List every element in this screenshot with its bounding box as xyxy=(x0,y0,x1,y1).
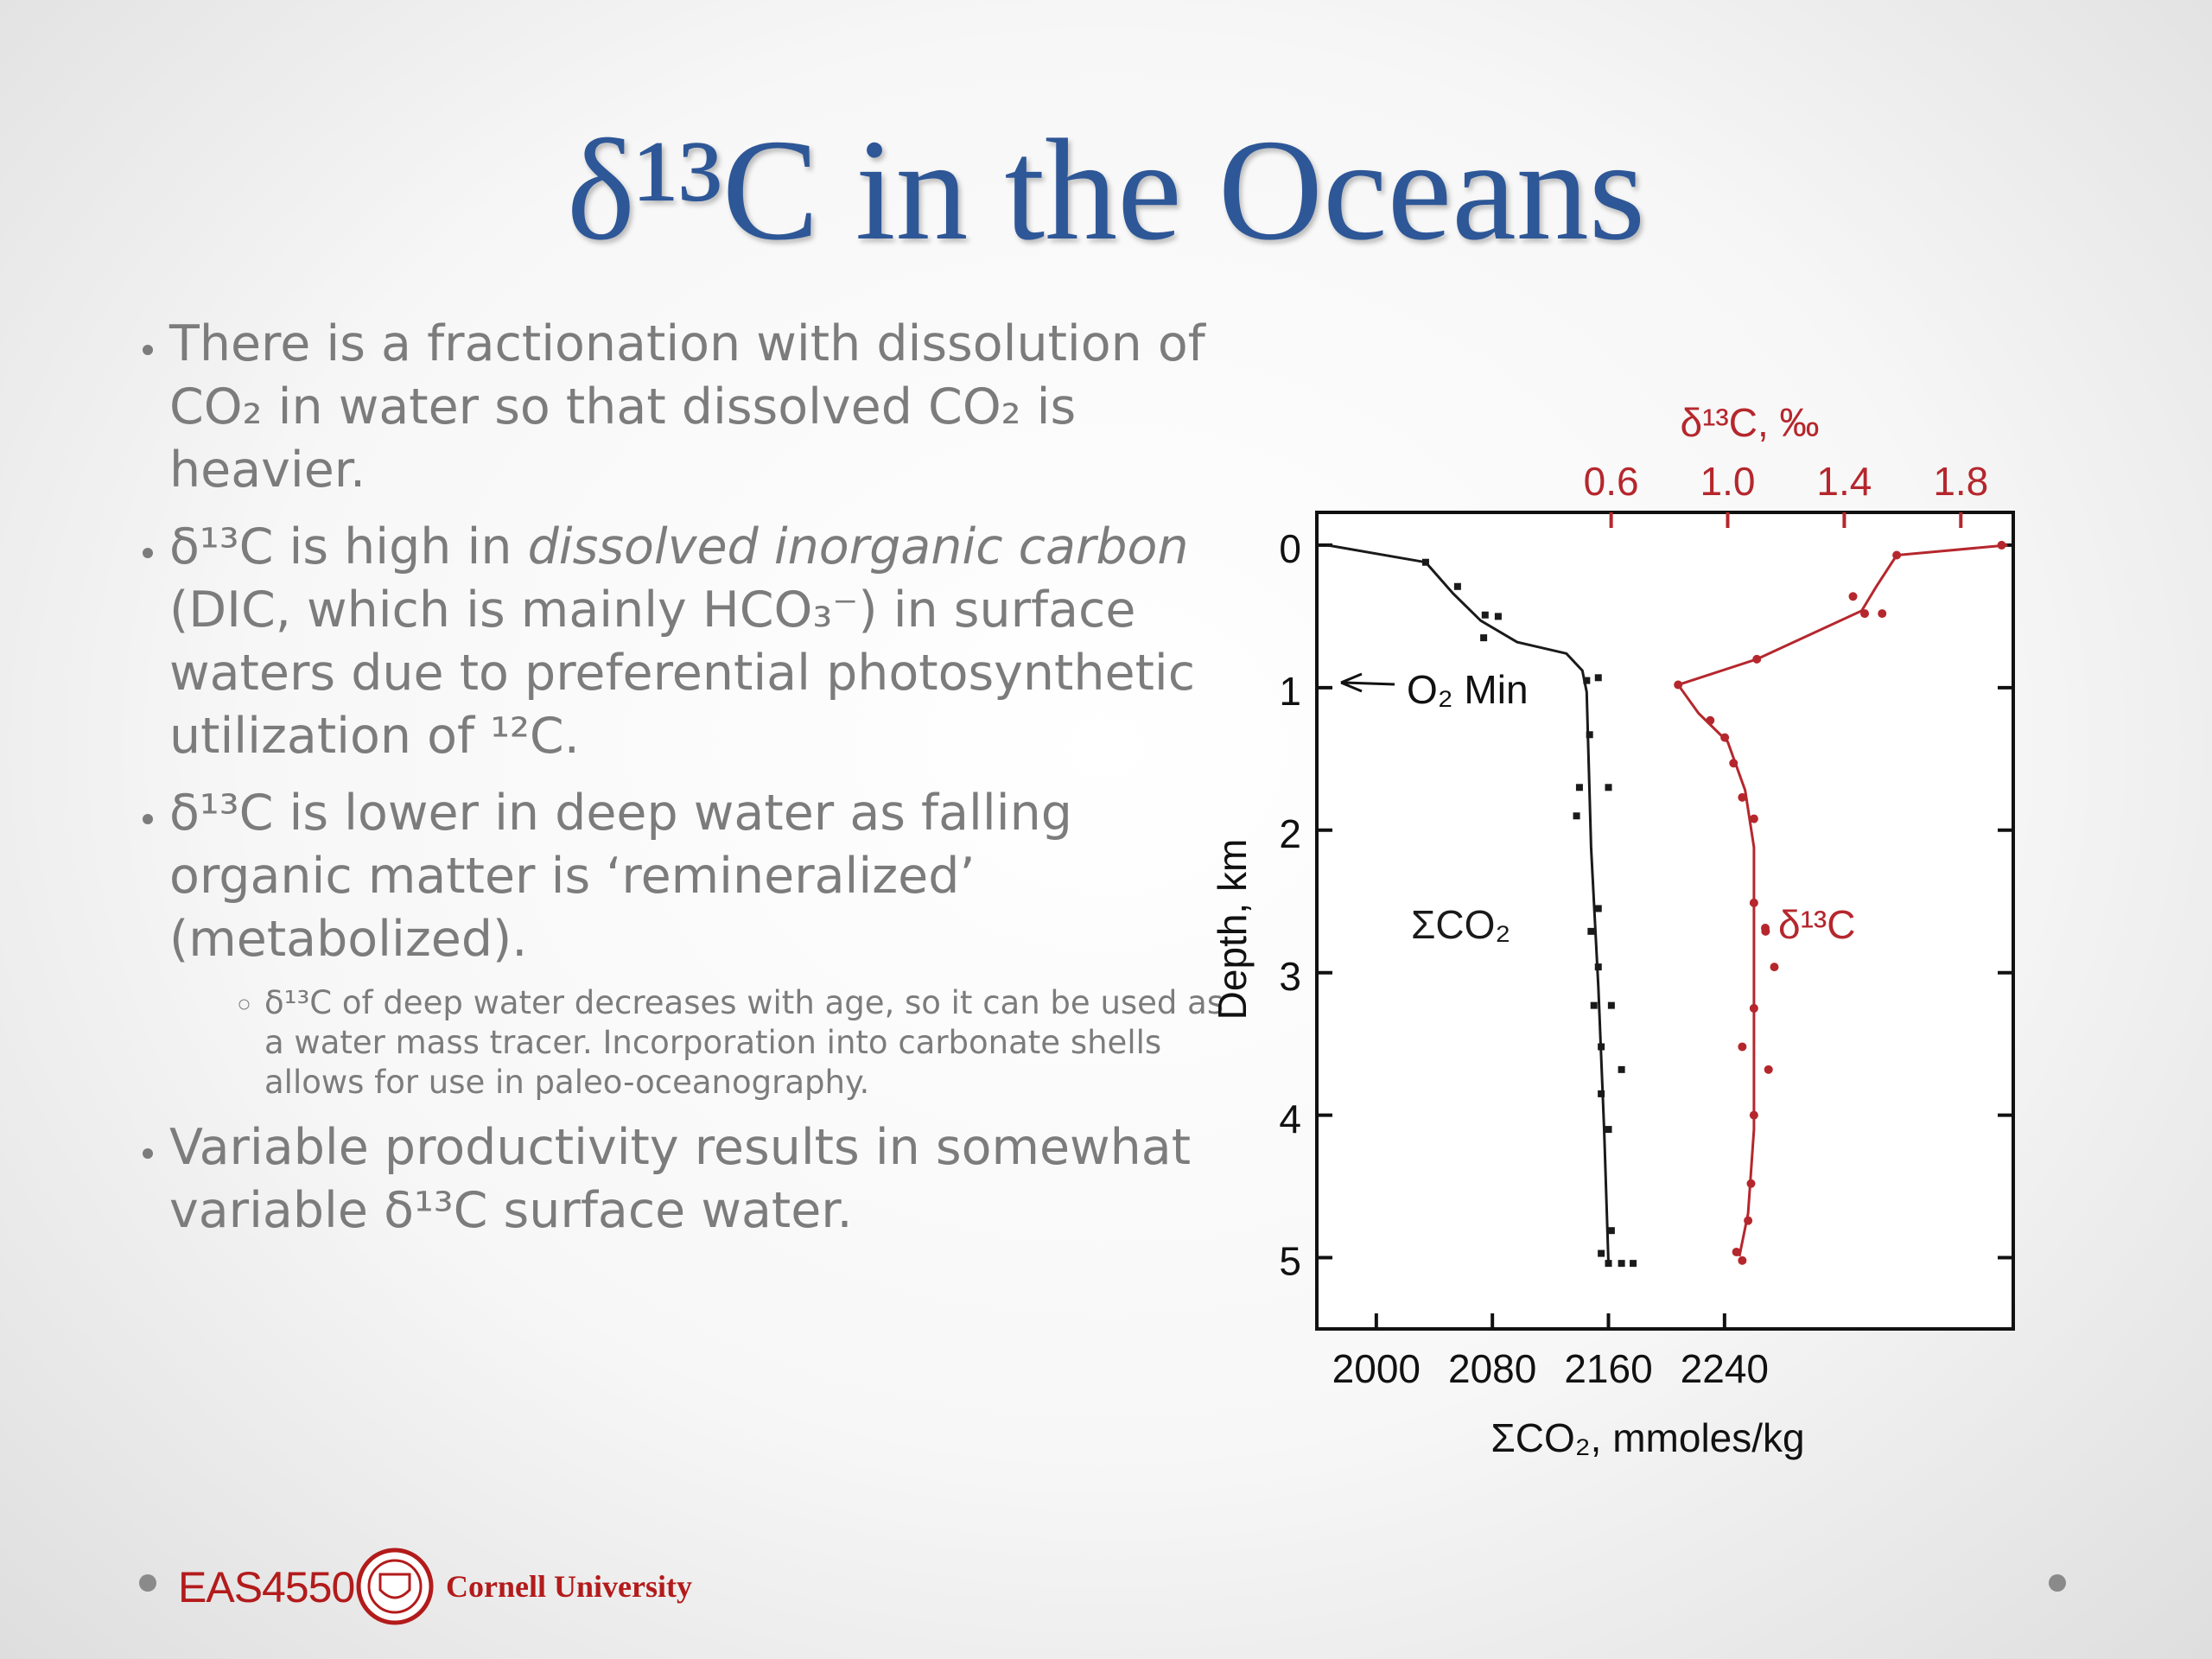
x-tick-label: 2160 xyxy=(1564,1346,1652,1391)
data-point xyxy=(1720,733,1730,742)
data-point xyxy=(1453,582,1461,590)
x2-tick-label: 1.8 xyxy=(1933,459,1988,504)
plot-frame xyxy=(1315,511,2015,1331)
bullet: There is a fractionation with dissolutio… xyxy=(169,313,1232,502)
label-dot xyxy=(1761,924,1770,932)
sub-bullet-list: δ¹³C of deep water decreases with age, s… xyxy=(169,983,1232,1103)
sub-bullet: δ¹³C of deep water decreases with age, s… xyxy=(264,983,1232,1103)
footer-university: Cornell University xyxy=(446,1569,692,1604)
data-point xyxy=(1605,1126,1612,1134)
data-point xyxy=(1729,759,1738,768)
data-point xyxy=(1618,1065,1625,1073)
slide-title: δ¹³C in the Oceans xyxy=(566,110,1646,270)
data-point xyxy=(1587,927,1595,935)
data-point xyxy=(1598,1090,1605,1097)
x2-tick-label: 0.6 xyxy=(1584,459,1639,504)
data-point xyxy=(1674,680,1683,690)
data-point xyxy=(1744,1216,1753,1225)
bullet: δ¹³C is lower in deep water as falling o… xyxy=(169,782,1232,1103)
data-point xyxy=(1573,812,1580,820)
footer-dot xyxy=(2049,1574,2066,1592)
data-point xyxy=(1752,654,1762,664)
bullet: Variable productivity results in somewha… xyxy=(169,1116,1232,1243)
y-tick-label: 0 xyxy=(1279,526,1301,571)
data-point xyxy=(1749,1110,1758,1120)
bullet: δ¹³C is high in dissolved inorganic carb… xyxy=(169,516,1232,768)
y-tick-label: 3 xyxy=(1279,954,1301,999)
data-point xyxy=(1738,792,1747,802)
data-point xyxy=(1860,609,1870,619)
data-point xyxy=(1607,1001,1615,1009)
data-point xyxy=(1605,1260,1612,1268)
data-point xyxy=(1586,731,1593,739)
data-point xyxy=(1997,540,2006,550)
data-point xyxy=(1630,1260,1637,1268)
x2-tick-label: 1.0 xyxy=(1700,459,1756,504)
bullet-text: Variable productivity results in somewha… xyxy=(169,1119,1192,1239)
data-point xyxy=(1892,550,1902,560)
bullet-text: δ¹³C is high in xyxy=(169,518,528,575)
data-point xyxy=(1848,592,1858,601)
x2-tick-label: 1.4 xyxy=(1816,459,1872,504)
data-point xyxy=(1738,1042,1747,1052)
footer-dot xyxy=(139,1574,156,1592)
data-point xyxy=(1598,1249,1605,1257)
series-label: δ¹³C xyxy=(1778,902,1855,947)
profile-line xyxy=(1326,543,1610,1264)
bullet-text: δ¹³C is lower in deep water as falling o… xyxy=(169,785,1072,968)
bullet-list: There is a fractionation with dissolutio… xyxy=(86,313,1232,1256)
profile-line xyxy=(1675,543,2008,1257)
data-point xyxy=(1594,674,1602,682)
data-point xyxy=(1480,634,1488,642)
data-point xyxy=(1878,609,1887,619)
bullet-text: dissolved inorganic carbon xyxy=(527,518,1189,575)
data-point xyxy=(1618,1260,1625,1268)
cornell-seal xyxy=(356,1548,434,1625)
data-point xyxy=(1749,1003,1758,1013)
x-axis-label: ΣCO₂, mmoles/kg xyxy=(1491,1415,1804,1460)
x-tick-label: 2240 xyxy=(1681,1346,1769,1391)
y-tick-label: 4 xyxy=(1279,1096,1301,1141)
y-tick-label: 5 xyxy=(1279,1239,1301,1284)
data-point xyxy=(1706,715,1715,725)
series-label: ΣCO₂ xyxy=(1411,902,1510,947)
x-tick-label: 2080 xyxy=(1448,1346,1536,1391)
data-point xyxy=(1738,1255,1747,1265)
y-tick-label: 1 xyxy=(1279,669,1301,714)
data-point xyxy=(1594,963,1602,971)
data-point xyxy=(1421,558,1429,566)
y-axis-label: Depth, km xyxy=(1210,839,1255,1020)
x-tick-label: 2000 xyxy=(1332,1346,1421,1391)
data-point xyxy=(1746,1179,1756,1188)
x2-axis-label: δ¹³C, ‰ xyxy=(1680,400,1819,445)
data-point xyxy=(1583,677,1591,684)
data-point xyxy=(1590,1001,1598,1009)
data-point xyxy=(1494,613,1502,620)
footer-course: EAS4550 xyxy=(178,1563,355,1611)
bullet-text: (DIC, which is mainly HCO₃⁻) in surface … xyxy=(169,582,1196,765)
annotation-arrow xyxy=(1344,681,1395,686)
data-point xyxy=(1575,784,1583,791)
data-point xyxy=(1598,1043,1605,1051)
bullet-text: There is a fractionation with dissolutio… xyxy=(169,315,1205,499)
data-point xyxy=(1594,905,1602,912)
data-point xyxy=(1749,814,1758,823)
data-point xyxy=(1732,1247,1741,1256)
data-point xyxy=(1770,963,1779,972)
data-point xyxy=(1605,784,1612,791)
data-point xyxy=(1749,898,1758,907)
annotation-arrowhead xyxy=(1340,672,1363,693)
data-point xyxy=(1607,1227,1615,1235)
data-point xyxy=(1481,611,1489,619)
y-tick-label: 2 xyxy=(1279,811,1301,856)
data-point xyxy=(1764,1065,1773,1074)
annotation: O₂ Min xyxy=(1407,667,1529,712)
